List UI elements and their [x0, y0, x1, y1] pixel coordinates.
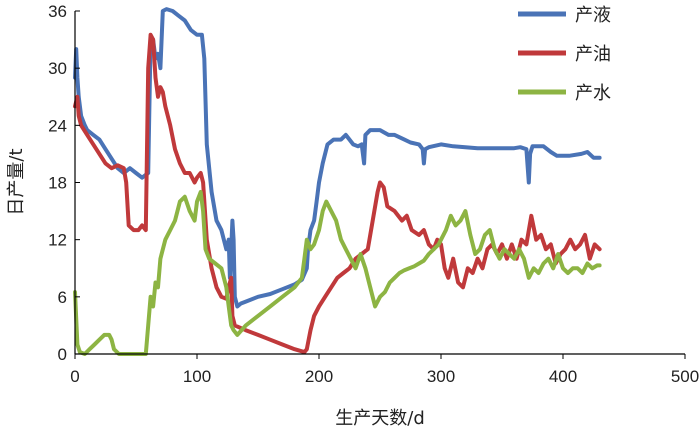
legend-label-2: 产水 — [575, 83, 611, 104]
x-tick-label: 500 — [671, 367, 699, 386]
x-tick-label: 100 — [183, 367, 211, 386]
x-tick-label: 300 — [427, 367, 455, 386]
series-line-2 — [73, 190, 602, 356]
legend-label-1: 产油 — [575, 44, 611, 65]
y-axis-title: 日产量/t — [6, 148, 27, 215]
y-tick-label: 12 — [48, 231, 67, 250]
x-tick-label: 0 — [70, 367, 79, 386]
tick-labels: 0 100 200 300 400 500 0 6 12 18 24 30 36 — [48, 2, 699, 386]
y-tick-label: 0 — [58, 345, 67, 364]
series-line-1 — [73, 32, 602, 355]
y-tick-label: 30 — [48, 59, 67, 78]
x-tick-label: 200 — [305, 367, 333, 386]
x-tick-label: 400 — [549, 367, 577, 386]
y-tick-label: 18 — [48, 174, 67, 193]
axes-layer — [74, 10, 686, 359]
y-tick-label: 36 — [48, 2, 67, 21]
y-tick-label: 24 — [48, 116, 67, 135]
series-layer — [73, 7, 602, 356]
x-axis-title: 生产天数/d — [335, 408, 425, 429]
legend-label-0: 产液 — [575, 5, 611, 26]
y-tick-label: 6 — [58, 288, 67, 307]
